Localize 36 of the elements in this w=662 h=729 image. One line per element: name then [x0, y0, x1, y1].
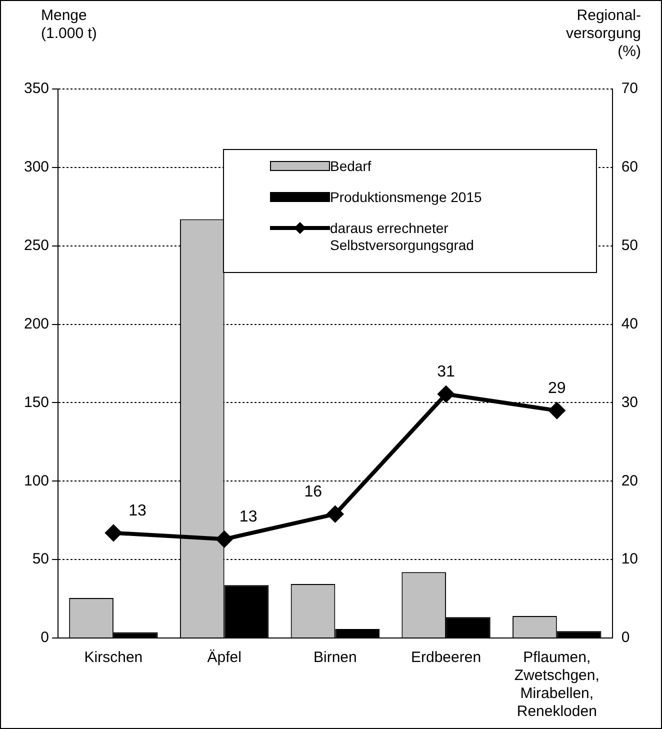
- y2-tick-label: 30: [621, 394, 638, 411]
- y-axis-title: Menge (1.000 t): [41, 7, 97, 43]
- point: [438, 386, 454, 402]
- point: [327, 506, 344, 522]
- legend-label: daraus errechneter Selbstversorgungsgrad: [330, 220, 474, 254]
- y-tick-label: 250: [24, 237, 50, 254]
- legend-label: Bedarf: [330, 158, 372, 175]
- data-label: 13: [239, 508, 258, 526]
- legend-label: Produktionsmenge 2015: [330, 189, 482, 206]
- y2-tick-label: 20: [621, 472, 638, 490]
- data-label: 29: [548, 380, 566, 397]
- y2-tick-label: 60: [621, 158, 638, 176]
- data-label: 31: [437, 363, 456, 380]
- y2-tick-label: 70: [621, 80, 638, 98]
- y2-axis-title: Regional- versorgung (%): [566, 7, 641, 61]
- y2-tick-label: 10: [621, 550, 638, 568]
- point: [216, 531, 232, 548]
- y2-tick-label: 40: [621, 315, 638, 332]
- x-tick-label: Erdbeeren: [411, 649, 482, 666]
- y-tick-label: 0: [40, 629, 50, 646]
- point: [105, 524, 122, 541]
- y-tick-label: 350: [24, 80, 50, 98]
- x-tick-label: Pflaumen, Zwetschgen, Mirabellen, Renekloden: [514, 649, 600, 720]
- y-tick-label: 200: [24, 315, 50, 332]
- y2-tick-label: 50: [621, 237, 638, 254]
- data-label: 16: [304, 483, 322, 500]
- y-tick-label: 150: [24, 394, 50, 411]
- data-label: 13: [128, 502, 146, 520]
- point: [548, 402, 565, 419]
- y-tick-label: 100: [24, 472, 50, 490]
- x-tick-label: Birnen: [313, 649, 357, 666]
- x-tick-label: Äpfel: [207, 649, 242, 666]
- y2-tick-label: 0: [621, 629, 630, 646]
- y-tick-label: 300: [24, 158, 50, 176]
- x-tick-label: Kirschen: [84, 649, 143, 666]
- y-tick-label: 50: [32, 550, 50, 568]
